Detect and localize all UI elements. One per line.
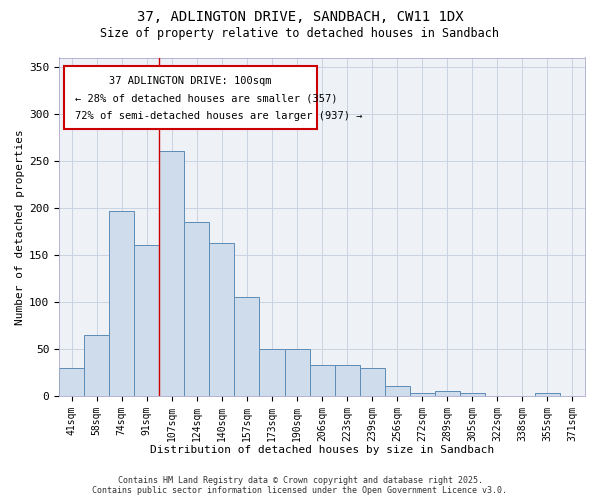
Text: 37, ADLINGTON DRIVE, SANDBACH, CW11 1DX: 37, ADLINGTON DRIVE, SANDBACH, CW11 1DX <box>137 10 463 24</box>
Bar <box>460 393 485 396</box>
Bar <box>84 335 109 396</box>
Bar <box>64 66 317 128</box>
Bar <box>259 349 284 396</box>
Bar <box>435 391 460 396</box>
Bar <box>209 242 235 396</box>
Bar <box>359 368 385 396</box>
Text: ← 28% of detached houses are smaller (357): ← 28% of detached houses are smaller (35… <box>75 93 337 103</box>
Bar <box>59 368 84 396</box>
Text: Size of property relative to detached houses in Sandbach: Size of property relative to detached ho… <box>101 28 499 40</box>
Text: 72% of semi-detached houses are larger (937) →: 72% of semi-detached houses are larger (… <box>75 111 362 121</box>
Bar <box>284 349 310 396</box>
X-axis label: Distribution of detached houses by size in Sandbach: Distribution of detached houses by size … <box>150 445 494 455</box>
Bar <box>535 393 560 396</box>
Bar <box>184 222 209 396</box>
Bar <box>109 210 134 396</box>
Bar <box>310 365 335 396</box>
Text: 37 ADLINGTON DRIVE: 100sqm: 37 ADLINGTON DRIVE: 100sqm <box>109 76 272 86</box>
Bar <box>134 246 160 396</box>
Bar <box>410 393 435 396</box>
Y-axis label: Number of detached properties: Number of detached properties <box>15 129 25 324</box>
Bar <box>335 365 359 396</box>
Bar <box>160 152 184 396</box>
Text: Contains HM Land Registry data © Crown copyright and database right 2025.
Contai: Contains HM Land Registry data © Crown c… <box>92 476 508 495</box>
Bar <box>385 386 410 396</box>
Bar <box>235 297 259 396</box>
